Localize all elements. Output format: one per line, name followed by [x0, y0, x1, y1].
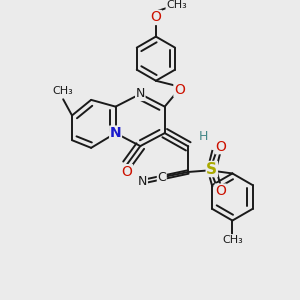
- Text: N: N: [110, 126, 122, 140]
- Text: O: O: [174, 82, 185, 97]
- Text: O: O: [215, 184, 226, 198]
- Text: N: N: [138, 175, 147, 188]
- Text: S: S: [206, 161, 217, 176]
- Text: O: O: [150, 11, 161, 25]
- Text: O: O: [122, 165, 133, 179]
- Text: N: N: [136, 88, 145, 100]
- Text: H: H: [198, 130, 208, 142]
- Text: CH₃: CH₃: [53, 86, 74, 96]
- Text: CH₃: CH₃: [222, 235, 243, 245]
- Text: CH₃: CH₃: [166, 0, 187, 10]
- Text: O: O: [215, 140, 226, 154]
- Text: C: C: [158, 171, 166, 184]
